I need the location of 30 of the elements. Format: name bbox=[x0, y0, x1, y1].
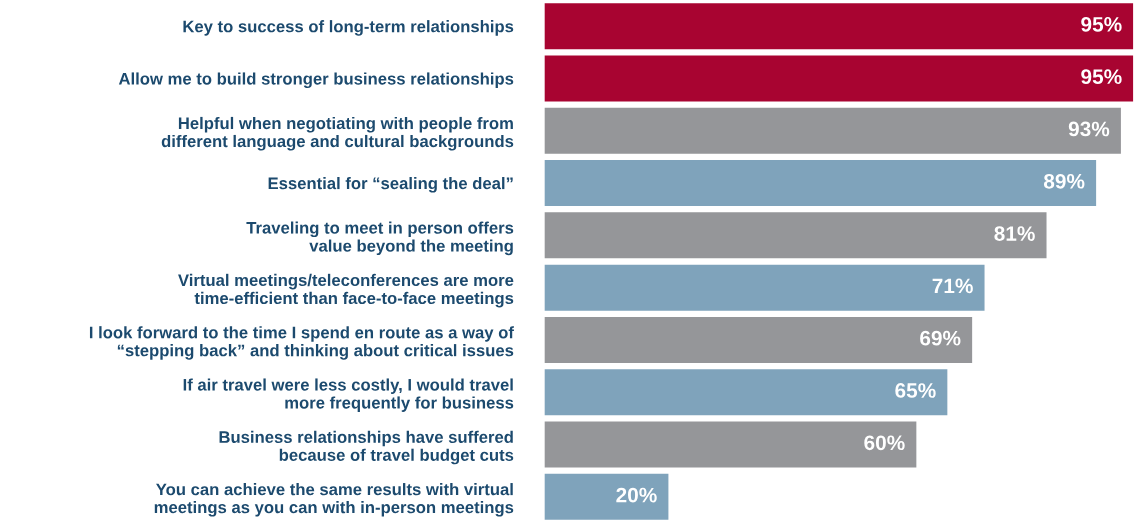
bar bbox=[544, 264, 985, 311]
bar bbox=[544, 421, 917, 468]
y-tick-label: If air travel were less costly, I would travel more frequently for business bbox=[183, 378, 514, 412]
bar bbox=[544, 369, 948, 416]
data-label: 20% bbox=[616, 487, 657, 503]
y-tick-label: You can achieve the same results with virtual meetings as you can with in-person meetings bbox=[154, 483, 514, 517]
data-label: 95% bbox=[1081, 16, 1122, 32]
y-tick-label: Key to success of long-term relationships bbox=[183, 20, 514, 36]
bar bbox=[544, 55, 1134, 102]
y-tick-label: Helpful when negotiating with people from different language and cultural backgrounds bbox=[161, 116, 514, 151]
y-tick-label: I look forward to the time I spend en route as a way of “stepping back” and thinking about critical issues bbox=[89, 326, 514, 360]
y-tick-label: Traveling to meet in person offers value beyond the meeting bbox=[246, 221, 514, 256]
data-label: 71% bbox=[932, 278, 973, 294]
y-tick-label: Essential for “sealing the deal” bbox=[268, 177, 513, 193]
bar bbox=[544, 473, 669, 520]
data-label: 95% bbox=[1081, 69, 1122, 85]
y-tick-label: Allow me to build stronger business relationships bbox=[118, 72, 514, 89]
data-label: 69% bbox=[920, 330, 961, 346]
y-tick-label: Business relationships have suffered because of travel budget cuts bbox=[219, 430, 514, 465]
bar bbox=[544, 160, 1097, 207]
data-label: 93% bbox=[1068, 121, 1110, 137]
data-label: 89% bbox=[1043, 173, 1085, 189]
bar bbox=[544, 316, 973, 363]
data-label: 65% bbox=[895, 383, 936, 398]
data-label: 60% bbox=[864, 435, 905, 451]
bar bbox=[544, 3, 1134, 50]
data-label: 81% bbox=[994, 226, 1035, 241]
bar bbox=[544, 107, 1121, 154]
y-tick-label: Virtual meetings/teleconferences are more time-efficient than face-to-face meetings bbox=[178, 273, 514, 308]
bar bbox=[544, 212, 1047, 259]
